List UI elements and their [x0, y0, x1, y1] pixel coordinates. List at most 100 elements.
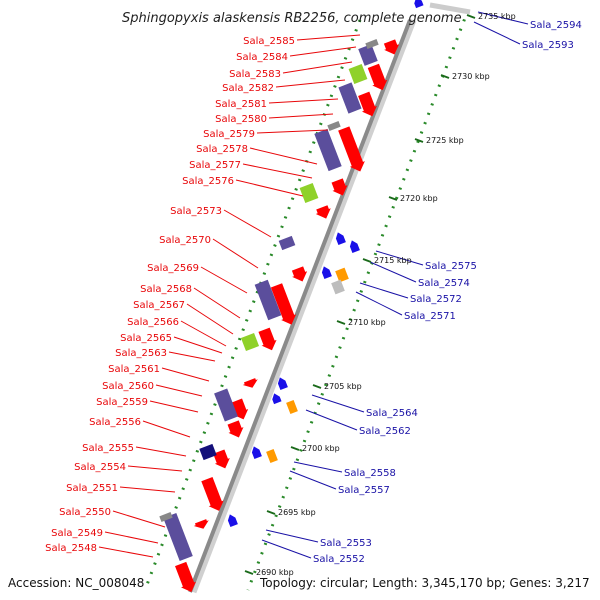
cds-forward-9-shape [258, 327, 277, 351]
navy-block-1 [199, 443, 217, 461]
accession-label: Accession: NC_008048 [8, 576, 144, 590]
gene-label-right: Sala_2593 [522, 40, 574, 51]
inner-dotted-line [246, 9, 470, 591]
cds-forward-9 [258, 327, 277, 351]
leader-left-28 [98, 546, 154, 558]
leader-right-6 [355, 291, 403, 316]
purple-block-5-shape [254, 279, 282, 321]
kbp-tick-label-6: 2715 kbp [374, 256, 412, 265]
cds-reverse-5 [272, 393, 282, 405]
kbp-tick-label-3: 2700 kbp [302, 444, 340, 453]
leader-left-5 [268, 98, 339, 104]
gene-label-left: Sala_2568 [140, 284, 192, 295]
grey-cap-3-shape [159, 512, 173, 522]
grey-inner-block-shape [331, 279, 345, 295]
gene-label-left: Sala_2565 [120, 333, 172, 344]
cds-forward-5-shape [331, 178, 348, 196]
leader-left-15 [186, 303, 234, 335]
purple-block-4 [278, 235, 296, 251]
leader-right-3 [375, 250, 424, 266]
cds-reverse-8 [414, 0, 424, 9]
cds-reverse-6-shape [251, 446, 262, 460]
orange-block-1-shape [335, 267, 349, 283]
gene-label-right: Sala_2594 [530, 20, 582, 31]
gene-label-left: Sala_2555 [82, 443, 134, 454]
purple-block-1-shape [358, 44, 378, 66]
leader-right-10 [289, 470, 337, 490]
leader-left-13 [200, 266, 248, 294]
cds-reverse-2-shape [349, 240, 360, 254]
gene-label-left: Sala_2579 [203, 129, 255, 140]
gene-label-left: Sala_2578 [196, 144, 248, 155]
backbone-shadow [189, 18, 417, 594]
cds-reverse-3-shape [321, 266, 332, 280]
gene-label-left: Sala_2576 [182, 176, 234, 187]
cds-forward-7 [291, 266, 308, 282]
purple-block-1 [358, 44, 378, 66]
kbp-tick-label-5: 2710 kbp [348, 318, 386, 327]
leader-left-16 [180, 320, 227, 347]
leader-left-22 [142, 420, 191, 438]
gene-label-right: Sala_2574 [418, 278, 470, 289]
purple-block-5 [254, 279, 282, 321]
cds-reverse-2 [349, 240, 360, 254]
cds-forward-4 [338, 126, 365, 172]
purple-block-7 [163, 513, 193, 561]
kbp-tick-label-8: 2725 kbp [426, 136, 464, 145]
gene-label-right: Sala_2557 [338, 485, 390, 496]
backbone-top-segment [429, 2, 471, 15]
gene-label-left: Sala_2580 [215, 114, 267, 125]
purple-block-2 [338, 82, 362, 114]
rna-block-2 [299, 183, 319, 203]
gene-label-left: Sala_2556 [89, 417, 141, 428]
leader-left-7 [256, 129, 329, 134]
leader-left-1 [296, 34, 361, 41]
kbp-tick-6 [362, 258, 372, 263]
rna-block-1 [348, 64, 368, 84]
leader-left-12 [212, 238, 259, 269]
grey-inner-block [331, 279, 345, 295]
leader-left-8 [249, 147, 318, 165]
cds-forward-8 [270, 283, 297, 325]
kbp-tick-3 [290, 446, 300, 451]
gene-label-left: Sala_2561 [108, 364, 160, 375]
gene-label-right: Sala_2564 [366, 408, 418, 419]
gene-label-right: Sala_2552 [313, 554, 365, 565]
gene-label-right: Sala_2558 [344, 468, 396, 479]
leader-right-12 [261, 539, 312, 559]
orange-block-3-shape [266, 448, 278, 464]
gene-label-left: Sala_2570 [159, 235, 211, 246]
kbp-tick-label-4: 2705 kbp [324, 382, 362, 391]
cds-forward-10 [242, 378, 258, 388]
leader-right-5 [359, 282, 409, 299]
kbp-tick-10 [466, 14, 476, 19]
kbp-tick-label-1: 2690 kbp [256, 568, 294, 577]
rna-block-3 [240, 332, 260, 352]
cds-forward-12-shape [227, 420, 244, 438]
gene-label-left: Sala_2573 [170, 206, 222, 217]
grey-cap-1-shape [365, 39, 379, 49]
grey-cap-1 [365, 39, 379, 49]
cds-forward-10-shape [242, 378, 258, 388]
cds-forward-14 [201, 476, 224, 511]
gene-label-left: Sala_2582 [222, 83, 274, 94]
purple-block-4-shape [278, 235, 296, 251]
gene-label-left: Sala_2583 [229, 69, 281, 80]
cds-reverse-8-shape [414, 0, 424, 9]
gene-features [159, 0, 424, 593]
leader-right-4 [369, 261, 417, 283]
kbp-tick-1 [244, 570, 254, 575]
cds-forward-15 [193, 519, 209, 529]
leader-left-24 [127, 465, 183, 472]
cds-forward-3-shape [358, 91, 377, 117]
kbp-tick-7 [388, 196, 398, 201]
gene-label-left: Sala_2581 [215, 99, 267, 110]
leader-left-23 [135, 446, 187, 457]
leader-left-2 [289, 46, 357, 57]
gene-label-left: Sala_2577 [189, 160, 241, 171]
cds-forward-2-shape [367, 63, 388, 91]
cds-forward-6 [315, 205, 331, 219]
cds-forward-12 [227, 420, 244, 438]
gene-label-left: Sala_2560 [102, 381, 154, 392]
